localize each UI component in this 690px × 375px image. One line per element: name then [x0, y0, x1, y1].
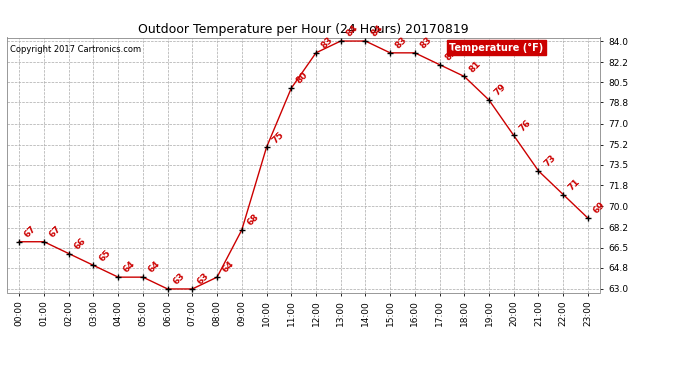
Text: 64: 64 — [221, 260, 236, 275]
Text: 73: 73 — [542, 153, 558, 168]
Text: 71: 71 — [567, 177, 582, 192]
Text: 83: 83 — [394, 35, 409, 51]
Text: 64: 64 — [122, 260, 137, 275]
Text: 75: 75 — [270, 130, 286, 145]
Text: 63: 63 — [196, 272, 211, 286]
Text: 64: 64 — [146, 260, 162, 275]
Title: Outdoor Temperature per Hour (24 Hours) 20170819: Outdoor Temperature per Hour (24 Hours) … — [138, 23, 469, 36]
Text: 76: 76 — [518, 118, 533, 133]
Text: 83: 83 — [419, 35, 434, 51]
Text: 81: 81 — [468, 59, 483, 74]
Text: 80: 80 — [295, 71, 310, 86]
Text: 79: 79 — [493, 82, 508, 98]
Text: 67: 67 — [23, 224, 38, 239]
Text: 66: 66 — [72, 236, 88, 251]
Text: 63: 63 — [171, 272, 186, 286]
Text: Temperature (°F): Temperature (°F) — [449, 43, 543, 52]
Text: 67: 67 — [48, 224, 63, 239]
Text: 65: 65 — [97, 248, 112, 263]
Text: 84: 84 — [344, 23, 359, 39]
Text: 69: 69 — [591, 201, 607, 216]
Text: 82: 82 — [443, 47, 458, 62]
Text: 84: 84 — [369, 23, 384, 39]
Text: 83: 83 — [319, 35, 335, 51]
Text: Copyright 2017 Cartronics.com: Copyright 2017 Cartronics.com — [10, 45, 141, 54]
Text: 68: 68 — [246, 212, 261, 228]
